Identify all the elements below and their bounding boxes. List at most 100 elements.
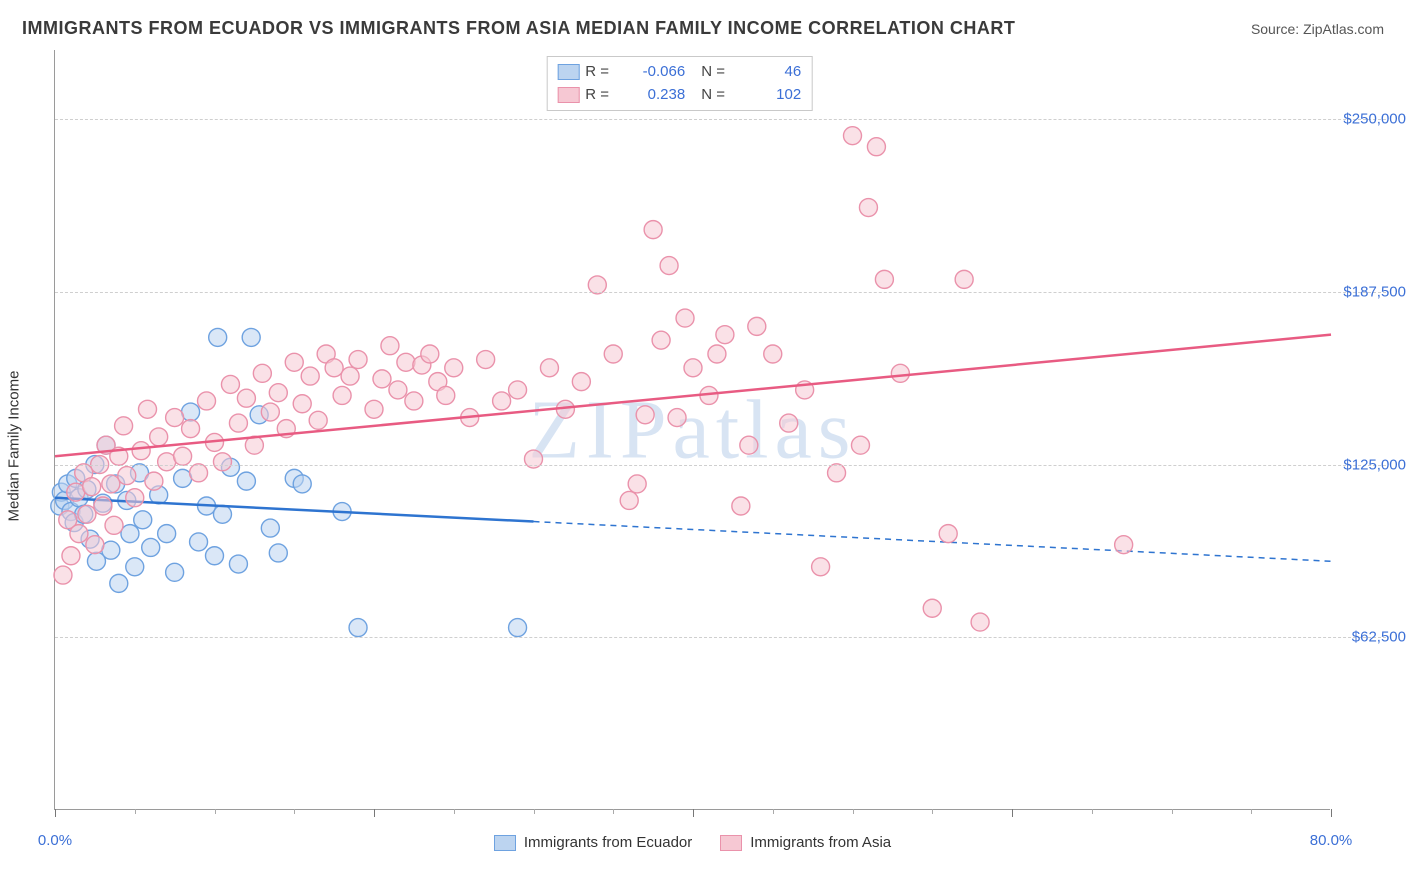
point-asia	[78, 505, 96, 523]
point-asia	[62, 547, 80, 565]
source-link[interactable]: ZipAtlas.com	[1303, 21, 1384, 37]
point-asia	[875, 270, 893, 288]
point-asia	[325, 359, 343, 377]
point-asia	[509, 381, 527, 399]
point-asia	[572, 373, 590, 391]
swatch-asia-2	[720, 835, 742, 851]
point-asia	[891, 364, 909, 382]
point-asia	[540, 359, 558, 377]
point-asia	[445, 359, 463, 377]
point-asia	[293, 395, 311, 413]
point-ecuador	[126, 558, 144, 576]
point-asia	[115, 417, 133, 435]
point-asia	[740, 436, 758, 454]
title-row: IMMIGRANTS FROM ECUADOR VS IMMIGRANTS FR…	[22, 18, 1384, 39]
point-asia	[166, 409, 184, 427]
point-ecuador	[166, 563, 184, 581]
point-asia	[213, 453, 231, 471]
data-layer	[55, 50, 1331, 810]
point-asia	[145, 472, 163, 490]
point-asia	[493, 392, 511, 410]
x-tick-minor	[294, 809, 295, 814]
point-ecuador	[209, 328, 227, 346]
point-asia	[604, 345, 622, 363]
plot-area: ZIPatlas R = -0.066 N = 46 R = 0.238 N =…	[54, 50, 1330, 810]
point-asia	[150, 428, 168, 446]
point-asia	[118, 467, 136, 485]
point-asia	[628, 475, 646, 493]
y-tick-label: $62,500	[1316, 629, 1406, 646]
x-axis-min-label: 0.0%	[38, 832, 72, 849]
legend-item-asia: Immigrants from Asia	[720, 834, 891, 851]
point-asia	[190, 464, 208, 482]
point-ecuador	[242, 328, 260, 346]
x-tick-minor	[1092, 809, 1093, 814]
point-asia	[844, 127, 862, 145]
point-asia	[70, 525, 88, 543]
point-ecuador	[121, 525, 139, 543]
series-legend: Immigrants from Ecuador Immigrants from …	[55, 834, 1330, 851]
point-asia	[221, 375, 239, 393]
point-asia	[676, 309, 694, 327]
y-tick-label: $125,000	[1316, 456, 1406, 473]
point-asia	[620, 491, 638, 509]
point-ecuador	[158, 525, 176, 543]
point-asia	[94, 497, 112, 515]
point-asia	[269, 384, 287, 402]
correlation-chart: IMMIGRANTS FROM ECUADOR VS IMMIGRANTS FR…	[0, 0, 1406, 892]
source-credit: Source: ZipAtlas.com	[1251, 21, 1384, 37]
point-asia	[333, 386, 351, 404]
point-asia	[477, 351, 495, 369]
point-asia	[309, 411, 327, 429]
x-tick-minor	[454, 809, 455, 814]
x-tick-minor	[215, 809, 216, 814]
y-tick-label: $250,000	[1316, 111, 1406, 128]
point-asia	[437, 386, 455, 404]
point-asia	[86, 536, 104, 554]
legend-item-ecuador: Immigrants from Ecuador	[494, 834, 692, 851]
gridline	[55, 119, 1386, 120]
point-asia	[812, 558, 830, 576]
gridline	[55, 292, 1386, 293]
point-asia	[859, 199, 877, 217]
point-asia	[708, 345, 726, 363]
point-asia	[828, 464, 846, 482]
point-asia	[102, 475, 120, 493]
chart-title: IMMIGRANTS FROM ECUADOR VS IMMIGRANTS FR…	[22, 18, 1015, 39]
point-asia	[139, 400, 157, 418]
point-asia	[253, 364, 271, 382]
point-asia	[261, 403, 279, 421]
point-asia	[405, 392, 423, 410]
x-tick-minor	[932, 809, 933, 814]
x-tick-minor	[1172, 809, 1173, 814]
point-asia	[923, 599, 941, 617]
point-asia	[421, 345, 439, 363]
x-tick-minor	[853, 809, 854, 814]
x-tick-minor	[135, 809, 136, 814]
x-tick-minor	[613, 809, 614, 814]
point-asia	[174, 447, 192, 465]
point-asia	[660, 257, 678, 275]
point-asia	[341, 367, 359, 385]
point-asia	[198, 392, 216, 410]
point-asia	[182, 420, 200, 438]
point-asia	[83, 478, 101, 496]
point-ecuador	[349, 619, 367, 637]
point-asia	[126, 489, 144, 507]
point-asia	[851, 436, 869, 454]
point-asia	[132, 442, 150, 460]
point-asia	[867, 138, 885, 156]
point-asia	[684, 359, 702, 377]
point-asia	[764, 345, 782, 363]
x-tick-major	[1331, 809, 1332, 817]
point-asia	[652, 331, 670, 349]
point-ecuador	[269, 544, 287, 562]
x-tick-minor	[773, 809, 774, 814]
point-asia	[381, 337, 399, 355]
trend-ecuador-dashed	[534, 522, 1332, 562]
point-asia	[644, 221, 662, 239]
point-ecuador	[206, 547, 224, 565]
point-asia	[285, 353, 303, 371]
point-ecuador	[190, 533, 208, 551]
point-ecuador	[229, 555, 247, 573]
